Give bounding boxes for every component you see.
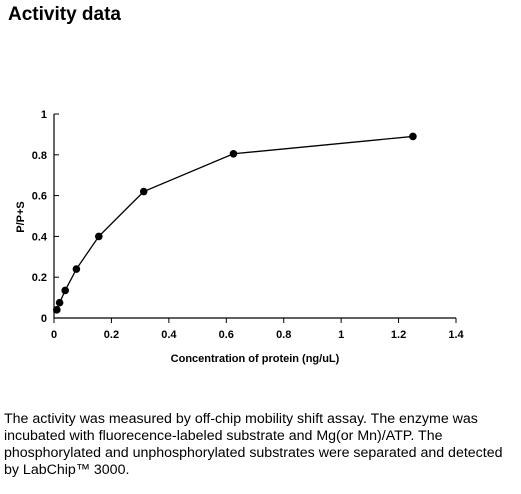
y-tick-label: 1 — [41, 109, 47, 121]
data-point — [61, 286, 69, 295]
page-title: Activity data — [8, 4, 121, 25]
x-axis-label: Concentration of protein (ng/uL) — [171, 353, 340, 365]
y-tick-label: 0.6 — [32, 191, 47, 203]
x-tick-label: 1.4 — [448, 329, 464, 341]
assay-description: The activity was measured by off-chip mo… — [4, 411, 503, 478]
data-point — [72, 265, 81, 273]
data-point — [94, 232, 103, 241]
data-point — [409, 132, 417, 141]
x-tick-label: 1.2 — [391, 329, 406, 341]
x-axis-ticks: 0 0.2 0.4 0.6 0.8 1 1.2 1.4 — [51, 318, 465, 341]
x-tick-label: 0 — [51, 329, 57, 341]
y-tick-label: 0.4 — [32, 231, 48, 243]
chart-axes — [53, 114, 456, 319]
data-point — [53, 306, 61, 314]
data-point — [55, 298, 64, 307]
x-tick-label: 0.8 — [276, 329, 291, 341]
y-axis-ticks: 0 0.2 0.4 0.6 0.8 1 — [32, 109, 59, 325]
x-tick-label: 0.2 — [104, 329, 119, 341]
activity-chart: 0 0.2 0.4 0.6 0.8 1 1.2 1.4 0 0.2 0.4 0.6 0.8 1 Conc… — [15, 109, 465, 365]
x-tick-label: 0.6 — [219, 329, 234, 341]
y-tick-label: 0.2 — [32, 272, 47, 284]
x-tick-label: 1 — [338, 329, 344, 341]
y-tick-label: 0.8 — [32, 150, 47, 162]
data-point — [139, 187, 148, 196]
series-line — [56, 135, 413, 311]
y-axis-label: P/P+S — [15, 201, 27, 233]
y-tick-label: 0 — [41, 313, 47, 325]
x-tick-label: 0.4 — [161, 329, 177, 341]
data-series — [53, 132, 417, 314]
data-point — [229, 149, 238, 158]
